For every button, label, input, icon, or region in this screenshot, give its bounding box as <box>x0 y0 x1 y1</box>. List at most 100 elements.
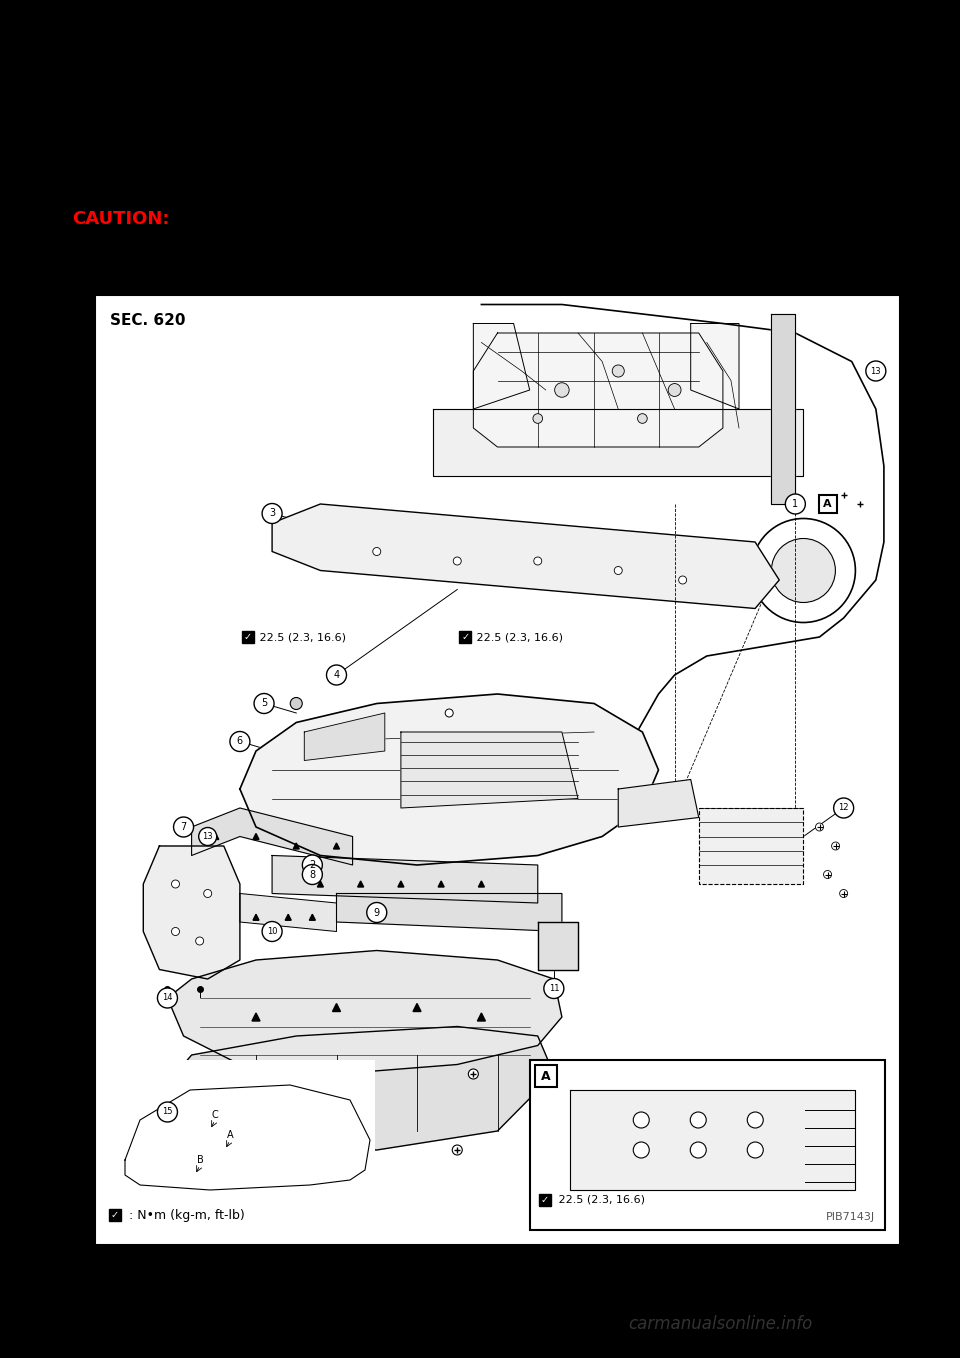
Circle shape <box>833 799 853 818</box>
Polygon shape <box>333 843 340 849</box>
Text: A: A <box>227 1130 233 1139</box>
Polygon shape <box>473 323 530 409</box>
Circle shape <box>534 557 541 565</box>
Text: 15: 15 <box>162 1108 173 1116</box>
Text: 3: 3 <box>269 508 276 519</box>
Circle shape <box>831 842 840 850</box>
Polygon shape <box>192 808 352 865</box>
Circle shape <box>634 1112 649 1128</box>
Text: C: C <box>211 1109 218 1120</box>
Circle shape <box>262 922 282 941</box>
Circle shape <box>453 557 461 565</box>
Polygon shape <box>771 314 795 504</box>
Circle shape <box>690 1142 707 1158</box>
Text: ✓: ✓ <box>244 631 252 642</box>
Polygon shape <box>253 914 259 921</box>
Polygon shape <box>240 694 659 865</box>
Text: 2: 2 <box>309 860 316 870</box>
Circle shape <box>199 827 217 846</box>
Polygon shape <box>272 856 538 903</box>
Circle shape <box>690 1112 707 1128</box>
Bar <box>95 295 900 1245</box>
Circle shape <box>172 928 180 936</box>
Text: CAUTION:: CAUTION: <box>72 210 170 228</box>
Text: 10: 10 <box>267 928 277 936</box>
Polygon shape <box>438 881 444 887</box>
Circle shape <box>840 889 848 898</box>
Polygon shape <box>213 834 219 839</box>
Polygon shape <box>477 1013 486 1021</box>
Circle shape <box>445 709 453 717</box>
Polygon shape <box>167 951 562 1074</box>
Text: 22.5 (2.3, 16.6): 22.5 (2.3, 16.6) <box>555 1195 645 1205</box>
Bar <box>539 1194 551 1206</box>
Text: 5: 5 <box>261 698 267 709</box>
Circle shape <box>752 519 855 622</box>
Text: ✓: ✓ <box>462 631 469 642</box>
Circle shape <box>668 383 681 397</box>
Circle shape <box>747 1142 763 1158</box>
Circle shape <box>533 414 542 424</box>
Polygon shape <box>358 881 364 887</box>
Text: 11: 11 <box>548 985 559 993</box>
Circle shape <box>372 547 381 555</box>
Circle shape <box>302 865 323 884</box>
Polygon shape <box>397 881 404 887</box>
Bar <box>819 496 836 513</box>
Circle shape <box>468 1069 478 1080</box>
Polygon shape <box>478 881 485 887</box>
Bar <box>530 1061 885 1230</box>
Circle shape <box>254 694 274 713</box>
Circle shape <box>302 856 323 875</box>
Circle shape <box>747 1112 763 1128</box>
Text: 7: 7 <box>180 822 186 832</box>
Circle shape <box>172 880 180 888</box>
Polygon shape <box>699 808 804 884</box>
Circle shape <box>772 539 835 603</box>
Bar <box>110 1061 375 1230</box>
Polygon shape <box>253 834 259 839</box>
Text: A: A <box>541 1070 551 1082</box>
Polygon shape <box>285 914 291 921</box>
Text: carmanualsonline.info: carmanualsonline.info <box>628 1315 812 1334</box>
Text: A: A <box>824 498 832 509</box>
Polygon shape <box>240 894 337 932</box>
Text: 13: 13 <box>203 832 213 841</box>
Polygon shape <box>272 504 780 608</box>
Bar <box>109 1209 121 1221</box>
Circle shape <box>634 1142 649 1158</box>
Polygon shape <box>570 1090 855 1190</box>
Polygon shape <box>252 1013 260 1021</box>
Circle shape <box>290 698 302 709</box>
Circle shape <box>614 566 622 574</box>
Text: B: B <box>197 1156 204 1165</box>
Polygon shape <box>309 914 315 921</box>
Text: 9: 9 <box>373 907 380 918</box>
Circle shape <box>824 870 831 879</box>
Circle shape <box>612 365 624 378</box>
Polygon shape <box>538 922 578 970</box>
Polygon shape <box>473 333 723 447</box>
Text: SEC. 620: SEC. 620 <box>110 312 185 329</box>
Text: 1: 1 <box>792 498 799 509</box>
Circle shape <box>157 989 178 1008</box>
Text: 8: 8 <box>309 869 316 880</box>
Polygon shape <box>293 843 300 849</box>
Circle shape <box>544 979 564 998</box>
Polygon shape <box>413 1004 421 1012</box>
Text: 13: 13 <box>871 367 881 376</box>
Polygon shape <box>690 323 739 409</box>
Polygon shape <box>433 409 804 475</box>
Bar <box>535 1065 557 1086</box>
Text: 14: 14 <box>162 994 173 1002</box>
Circle shape <box>785 494 805 513</box>
Circle shape <box>174 818 194 837</box>
Text: : N•m (kg-m, ft-lb): : N•m (kg-m, ft-lb) <box>125 1209 245 1221</box>
Text: PIB7143J: PIB7143J <box>826 1211 875 1222</box>
Polygon shape <box>167 1027 554 1150</box>
Text: 6: 6 <box>237 736 243 747</box>
Polygon shape <box>332 1004 341 1012</box>
Circle shape <box>262 504 282 523</box>
Text: 4: 4 <box>333 669 340 680</box>
Circle shape <box>815 823 824 831</box>
